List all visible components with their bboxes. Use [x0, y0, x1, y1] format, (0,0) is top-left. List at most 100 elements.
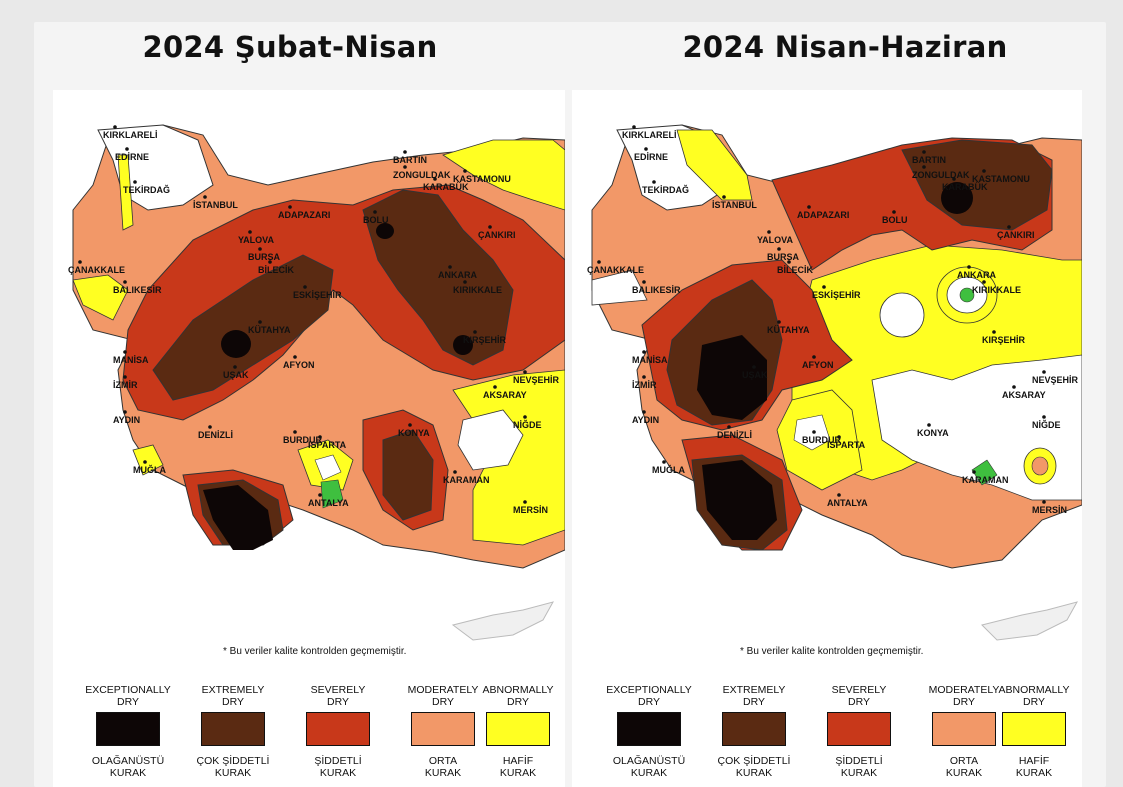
- map-card-left: KIRKLARELİ EDİRNE TEKİRDAĞ İSTANBUL BARTIN ZO…: [53, 90, 565, 787]
- city-label: MANİSA: [113, 355, 149, 365]
- note-right: * Bu veriler kalite kontrolden geçmemişt…: [740, 646, 924, 657]
- city-label: KIRŞEHİR: [982, 335, 1026, 345]
- city-dot: [837, 493, 841, 497]
- city-dot: [767, 230, 771, 234]
- city-dot: [123, 280, 127, 284]
- city-dot: [777, 247, 781, 251]
- panel-title-right: 2024 Nisan-Haziran: [682, 30, 1008, 64]
- city-label: ZONGULDAK: [393, 170, 451, 180]
- city-label: İZMİR: [113, 380, 138, 390]
- city-label: İSTANBUL: [193, 200, 238, 210]
- city-label: İSTANBUL: [712, 200, 757, 210]
- map-card-right: KIRKLARELİ EDİRNE TEKİRDAĞ İSTANBUL BARTIN ZO…: [572, 90, 1082, 787]
- city-label: ISPARTA: [827, 440, 866, 450]
- city-dot: [248, 230, 252, 234]
- city-label: ZONGULDAK: [912, 170, 970, 180]
- city-label: BALIKESİR: [113, 285, 162, 295]
- city-dot: [632, 125, 636, 129]
- city-dot: [662, 460, 666, 464]
- legend-en-label: SEVERELY DRY: [310, 684, 366, 708]
- city-dot: [1007, 225, 1011, 229]
- legend-tr-label: ŞİDDETLİ KURAK: [314, 755, 362, 779]
- city-label: KIRKLARELİ: [622, 130, 677, 140]
- city-label: MERSİN: [1032, 505, 1067, 515]
- legend-item-severe: SEVERELY DRY ŞİDDETLİ KURAK: [283, 684, 393, 779]
- legend-item-exceptional: EXCEPTIONALLY DRY OLAĞANÜSTÜ KURAK: [73, 684, 183, 779]
- city-label: KIRŞEHİR: [463, 335, 507, 345]
- city-label: KARAMAN: [443, 475, 490, 485]
- city-dot: [123, 410, 127, 414]
- city-label: MUĞLA: [133, 464, 166, 475]
- city-label: KÜTAHYA: [767, 325, 810, 335]
- legend-en-label: EXCEPTIONALLY DRY: [606, 684, 692, 708]
- city-label: KÜTAHYA: [248, 325, 291, 335]
- legend-swatch-exceptional: [617, 712, 681, 746]
- city-label: ANKARA: [957, 270, 996, 280]
- city-label: YALOVA: [757, 235, 794, 245]
- city-dot: [78, 260, 82, 264]
- city-label: ANKARA: [438, 270, 477, 280]
- city-label: TEKİRDAĞ: [642, 184, 689, 195]
- city-dot: [453, 470, 457, 474]
- city-dot: [258, 320, 262, 324]
- city-label: KASTAMONU: [453, 174, 511, 184]
- legend-item-severe: SEVERELY DRY ŞİDDETLİ KURAK: [804, 684, 914, 779]
- city-label: ANTALYA: [827, 498, 868, 508]
- city-dot: [812, 430, 816, 434]
- city-dot: [722, 195, 726, 199]
- city-label: BARTIN: [393, 155, 427, 165]
- city-dot: [892, 210, 896, 214]
- city-dot: [523, 370, 527, 374]
- city-dot: [837, 435, 841, 439]
- city-dot: [597, 260, 601, 264]
- legend-tr-label: OLAĞANÜSTÜ KURAK: [91, 755, 165, 779]
- city-dot: [952, 177, 956, 181]
- legend-swatch-abnormal: [1002, 712, 1066, 746]
- legend-tr-label: ŞİDDETLİ KURAK: [835, 755, 883, 779]
- city-dot: [143, 460, 147, 464]
- city-label: UŞAK: [223, 370, 249, 380]
- city-dot: [448, 265, 452, 269]
- city-dot: [268, 260, 272, 264]
- legend-tr-label: ORTA KURAK: [945, 755, 983, 779]
- city-label: MERSİN: [513, 505, 548, 515]
- city-label: KARABÜK: [942, 182, 988, 192]
- legend-en-label: MODERATELY DRY: [407, 684, 479, 708]
- city-label: BİLECİK: [777, 265, 814, 275]
- city-dot: [644, 147, 648, 151]
- city-dot: [992, 330, 996, 334]
- legend-swatch-severe: [827, 712, 891, 746]
- city-dot: [373, 210, 377, 214]
- city-label: ÇANKIRI: [478, 230, 516, 240]
- city-label: BOLU: [882, 215, 908, 225]
- city-dot: [473, 330, 477, 334]
- city-dot: [318, 435, 322, 439]
- city-dot: [318, 493, 322, 497]
- city-dot: [293, 355, 297, 359]
- city-dot: [642, 280, 646, 284]
- legend-swatch-extreme: [722, 712, 786, 746]
- city-dot: [1042, 370, 1046, 374]
- city-label: KONYA: [398, 428, 430, 438]
- city-label: DENİZLİ: [198, 430, 233, 440]
- legend-en-label: MODERATELY DRY: [928, 684, 1000, 708]
- legend-swatch-moderate: [932, 712, 996, 746]
- legend-swatch-abnormal: [486, 712, 550, 746]
- city-dot: [493, 385, 497, 389]
- city-dot: [288, 205, 292, 209]
- city-dot: [1012, 385, 1016, 389]
- city-label: AKSARAY: [1002, 390, 1046, 400]
- legend-en-label: EXTREMELY DRY: [722, 684, 786, 708]
- legend-en-label: EXCEPTIONALLY DRY: [85, 684, 171, 708]
- city-label: BURDUR: [283, 435, 322, 445]
- legend-tr-label: OLAĞANÜSTÜ KURAK: [612, 755, 686, 779]
- city-label: UŞAK: [742, 370, 768, 380]
- drought-map-left: KIRKLARELİ EDİRNE TEKİRDAĞ İSTANBUL BARTIN ZO…: [68, 124, 565, 641]
- city-dot: [488, 225, 492, 229]
- drought-map-right: KIRKLARELİ EDİRNE TEKİRDAĞ İSTANBUL BARTIN ZO…: [587, 124, 1082, 641]
- city-label: BALIKESİR: [632, 285, 681, 295]
- city-dot: [403, 150, 407, 154]
- city-dot: [922, 150, 926, 154]
- city-dot: [293, 430, 297, 434]
- city-label: NEVŞEHİR: [513, 375, 560, 385]
